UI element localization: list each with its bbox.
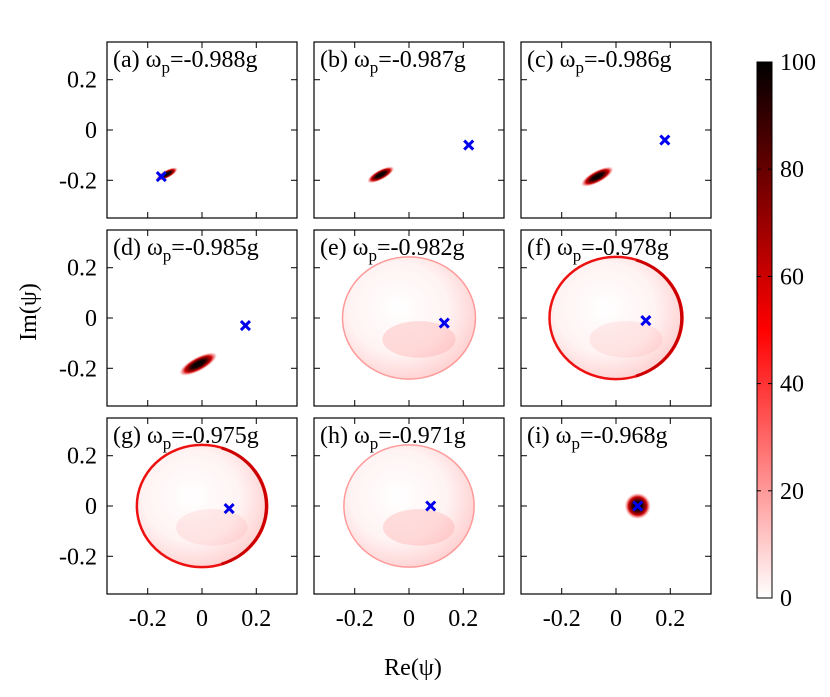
- panel-density: [135, 443, 269, 569]
- panel-density: [341, 256, 477, 380]
- density-ring: [343, 444, 475, 568]
- x-tick-label: 0.2: [241, 606, 271, 632]
- panel-a: (a) ωp=-0.988g: [106, 41, 298, 219]
- y-tick-label: -0.2: [59, 356, 97, 382]
- marker-cross: [659, 134, 671, 146]
- density-peak: [179, 352, 218, 376]
- y-tick-label: 0: [85, 306, 97, 332]
- colorbar-tick-label: 0: [780, 586, 792, 612]
- panel-h: (h) ωp=-0.971g: [313, 417, 505, 595]
- panel-label: (f) ωp=-0.978g: [527, 235, 669, 265]
- panel-b: (b) ωp=-0.987g: [313, 41, 505, 219]
- marker-cross: [438, 317, 450, 329]
- panel-density: [367, 166, 395, 184]
- marker-cross: [155, 170, 167, 183]
- axis-ticks: 0.2 0 -0.2 0.2 0 -0.2 0.2 0 -0.2 -0.2 0 0.2 -0.2 0 0.2…: [59, 68, 685, 632]
- panel-label: (g) ωp=-0.975g: [113, 423, 259, 453]
- x-tick-label: 0: [403, 606, 415, 632]
- y-tick-label: 0.2: [67, 444, 97, 470]
- colorbar-tick-label: 60: [780, 264, 804, 290]
- panel-e: (e) ωp=-0.982g: [313, 229, 505, 407]
- colorbar-tick-label: 20: [780, 479, 804, 505]
- panel-label: (d) ωp=-0.985g: [113, 235, 259, 265]
- y-tick-label: 0: [85, 118, 97, 144]
- panel-density: [548, 255, 684, 381]
- panel-label: (b) ωp=-0.987g: [320, 47, 466, 77]
- y-axis-label: Im(ψ): [16, 283, 42, 341]
- marker-cross: [640, 314, 652, 327]
- x-tick-label: -0.2: [129, 606, 167, 632]
- panel-d: (d) ωp=-0.985g: [106, 229, 298, 407]
- panel-f: (f) ωp=-0.978g: [520, 229, 712, 407]
- panel-density: [581, 166, 614, 187]
- density-shade: [382, 509, 455, 546]
- panel-grid: (a) ωp=-0.988g (b) ωp=-0.987g (c) ωp=-0.98…: [106, 41, 712, 595]
- marker-cross: [632, 500, 644, 512]
- y-tick-label: 0.2: [67, 68, 97, 94]
- colorbar-tick-label: 80: [780, 157, 804, 183]
- x-tick-label: 0.2: [655, 606, 685, 632]
- colorbar: 100 80 60 40 20 0: [756, 50, 816, 612]
- y-tick-label: 0: [85, 494, 97, 520]
- density-shade: [382, 321, 456, 358]
- x-tick-label: 0: [196, 606, 208, 632]
- panel-c: (c) ωp=-0.986g: [520, 41, 712, 219]
- density-ring-edge: [635, 258, 684, 378]
- x-tick-label: 0: [610, 606, 622, 632]
- density-peak: [581, 166, 614, 187]
- panel-label: (h) ωp=-0.971g: [320, 423, 466, 453]
- marker-cross: [463, 139, 475, 151]
- panel-label: (a) ωp=-0.988g: [113, 47, 257, 77]
- density-shade: [589, 321, 663, 358]
- panel-density: [343, 444, 475, 568]
- colorbar-tick-label: 40: [780, 372, 804, 398]
- density-peak: [367, 166, 395, 184]
- x-tick-label: -0.2: [336, 606, 374, 632]
- x-tick-label: -0.2: [543, 606, 581, 632]
- panel-i: (i) ωp=-0.968g: [520, 417, 712, 595]
- panel-label: (i) ωp=-0.968g: [527, 423, 667, 453]
- density-ring-edge: [221, 446, 268, 566]
- panel-density: [179, 352, 218, 376]
- y-tick-label: -0.2: [59, 168, 97, 194]
- panel-label: (c) ωp=-0.986g: [527, 47, 671, 77]
- density-ring: [341, 256, 477, 380]
- marker-cross: [239, 319, 251, 332]
- panel-label: (e) ωp=-0.982g: [320, 235, 464, 265]
- colorbar-gradient: [756, 61, 773, 599]
- density-shade: [175, 509, 248, 546]
- x-tick-label: 0.2: [448, 606, 478, 632]
- marker-cross: [425, 500, 437, 512]
- colorbar-tick-label: 100: [780, 50, 816, 76]
- panel-g: (g) ωp=-0.975g: [106, 417, 298, 595]
- y-tick-label: 0.2: [67, 256, 97, 282]
- y-tick-label: -0.2: [59, 544, 97, 570]
- marker-cross: [223, 502, 235, 515]
- x-axis-label: Re(ψ): [384, 655, 442, 681]
